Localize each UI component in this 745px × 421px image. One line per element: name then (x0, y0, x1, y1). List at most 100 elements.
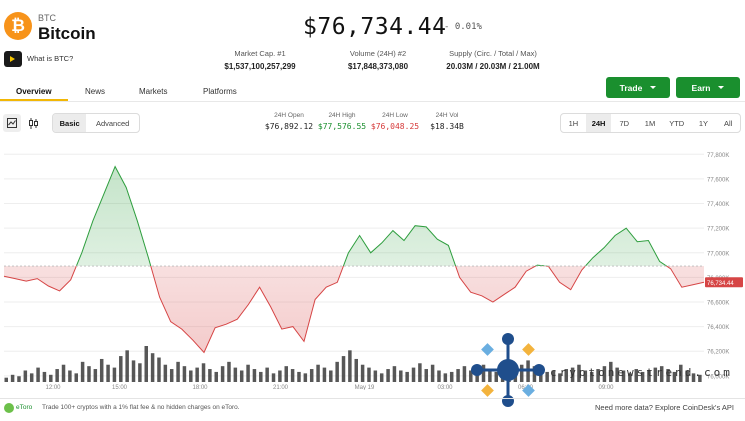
range-all[interactable]: All (723, 118, 733, 128)
volume-bar (418, 363, 422, 382)
basic-view-button[interactable]: Basic (53, 114, 87, 132)
volume-bar (609, 361, 613, 382)
volume-bar (138, 363, 142, 382)
volume-bar (469, 370, 473, 382)
tabs-divider (0, 101, 745, 102)
volume-bar (309, 369, 314, 382)
volume-bar (87, 366, 91, 382)
etoro-logo-icon (4, 403, 14, 413)
volume-bar (634, 369, 638, 382)
volume-bar (430, 364, 435, 382)
volume-bar (411, 367, 416, 382)
volume-bar (150, 353, 155, 382)
range-1m[interactable]: 1M (644, 118, 656, 128)
volume-bar (278, 370, 282, 382)
earn-button[interactable]: Earn (676, 77, 740, 98)
volume-bar (399, 370, 403, 382)
ohlc-volume: 24H Vol $18.34B (420, 112, 474, 131)
volume-bar (195, 367, 199, 382)
watermark-logo-icon (471, 333, 545, 407)
volume-bar (583, 370, 588, 382)
stat-label: Market Cap. #1 (234, 49, 286, 58)
video-play-icon[interactable] (4, 51, 22, 67)
area-chart-icon (7, 118, 17, 128)
volume-bar (424, 369, 428, 382)
volume-bar (532, 366, 537, 382)
current-price: $76,734.44 (303, 14, 447, 40)
range-7d[interactable]: 7D (619, 118, 630, 128)
price-line-up (75, 165, 668, 267)
volume-bar (443, 373, 448, 382)
volume-bar (316, 364, 320, 382)
volume-bar (233, 367, 238, 382)
y-tick-label: 77,600K (707, 177, 729, 183)
y-tick-label: 76,400K (707, 325, 729, 331)
price-chart[interactable]: 77,800K77,600K77,400K77,200K77,000K76,80… (0, 138, 745, 390)
x-tick-label: 03:00 (437, 385, 453, 390)
x-tick-label: 12:00 (45, 385, 61, 390)
volume-bar (55, 369, 59, 382)
y-tick-label: 76,600K (707, 301, 729, 307)
ohlc-low: 24H Low $76,048.25 (368, 112, 422, 131)
advanced-view-button[interactable]: Advanced (95, 118, 130, 128)
ohlc-label: 24H Vol (435, 112, 459, 119)
tab-platforms[interactable]: Platforms (203, 87, 237, 96)
stat-market-cap: Market Cap. #1 $1,537,100,257,299 (200, 49, 320, 71)
ohlc-high: 24H High $77,576.55 (315, 112, 369, 131)
etoro-label[interactable]: eToro (16, 404, 33, 411)
volume-bar (653, 367, 658, 382)
what-is-btc-link[interactable]: What is BTC? (27, 54, 74, 63)
coin-symbol: BTC (38, 13, 56, 23)
volume-bar (4, 377, 8, 382)
ohlc-open: 24H Open $76,892.12 (262, 112, 316, 131)
etoro-promo-text[interactable]: Trade 100+ cryptos with a 1% flat fee & … (42, 404, 240, 411)
volume-bar (659, 366, 664, 382)
volume-bar (169, 369, 174, 382)
price-change: - 0.01% (444, 22, 482, 32)
candlestick-toggle[interactable] (24, 114, 42, 132)
volume-bar (259, 371, 263, 382)
coindesk-api-link[interactable]: Need more data? Explore CoinDesk's API (595, 403, 735, 412)
volume-bar (106, 364, 110, 382)
volume-bar (367, 367, 371, 382)
volume-bar (666, 369, 670, 382)
volume-bar (462, 366, 467, 382)
area-chart-toggle[interactable] (3, 114, 21, 132)
volume-bar (214, 371, 218, 382)
volume-bar (112, 367, 117, 382)
trade-button[interactable]: Trade (606, 77, 670, 98)
volume-bar (621, 370, 626, 382)
ohlc-value: $18.34B (430, 122, 464, 131)
volume-bar (405, 371, 409, 382)
volume-bar (348, 350, 352, 382)
volume-bar (163, 364, 168, 382)
volume-bar (297, 371, 301, 382)
price-area-up (76, 166, 667, 267)
coin-name: Bitcoin (38, 24, 96, 43)
volume-bar (685, 370, 689, 382)
active-tab-indicator (0, 99, 68, 101)
range-1h[interactable]: 1H (568, 118, 579, 128)
view-mode-toggle: Basic Advanced (52, 113, 140, 133)
watermark-text: cryptonewstrend.com (550, 366, 733, 379)
stat-supply: Supply (Circ. / Total / Max) 20.03M / 20… (418, 49, 568, 71)
tab-overview[interactable]: Overview (16, 87, 52, 96)
stat-label: Volume (24H) #2 (349, 49, 407, 58)
volume-bar (80, 361, 85, 382)
volume-bar (564, 369, 568, 382)
volume-bar (379, 373, 384, 382)
volume-bar (303, 373, 308, 382)
range-24h[interactable]: 24H (585, 114, 612, 132)
volume-bar (144, 346, 148, 382)
range-ytd[interactable]: YTD (669, 118, 685, 128)
volume-bar (647, 370, 651, 382)
volume-bar (93, 369, 98, 382)
ohlc-value: $76,892.12 (264, 122, 314, 131)
volume-bar (640, 371, 645, 382)
volume-bar (61, 364, 66, 382)
tab-news[interactable]: News (85, 87, 106, 96)
stat-value: $17,848,373,080 (347, 62, 409, 71)
volume-bar (239, 370, 244, 382)
tab-markets[interactable]: Markets (139, 87, 168, 96)
range-1y[interactable]: 1Y (698, 118, 709, 128)
